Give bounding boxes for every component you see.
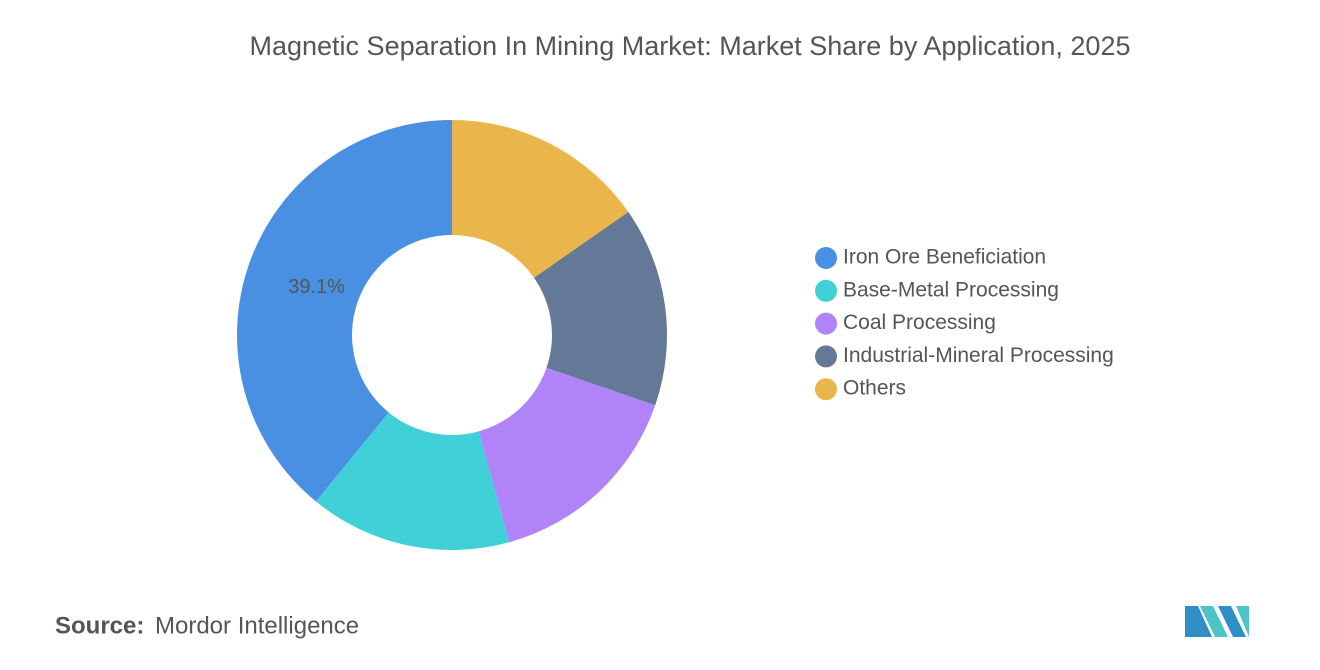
legend-swatch (815, 247, 837, 269)
legend-label: Industrial-Mineral Processing (843, 344, 1114, 367)
legend-label: Coal Processing (843, 311, 996, 334)
legend-swatch (815, 312, 837, 335)
data-label: 39.1% (288, 276, 345, 298)
source: Mordor Intelligence (155, 612, 359, 639)
donut: 39.1% (237, 120, 667, 550)
legend-label: Base-Metal Processing (843, 278, 1059, 301)
legend-swatch (815, 378, 837, 401)
source-label: Source: (55, 612, 144, 639)
legend: Iron Ore Beneficiation Base-Metal Process… (815, 246, 1114, 401)
chart-title: Magnetic Separation In Mining Market: Ma… (250, 31, 1131, 61)
legend-swatch (815, 279, 837, 302)
slice (452, 120, 629, 278)
slice (478, 367, 656, 543)
legend-swatch (815, 345, 837, 368)
legend-label: Others (843, 377, 906, 400)
slice (533, 211, 667, 406)
slice (315, 412, 510, 550)
legend-label: Iron Ore Beneficiation (843, 246, 1046, 269)
logo (1185, 606, 1249, 637)
slice (237, 120, 452, 502)
